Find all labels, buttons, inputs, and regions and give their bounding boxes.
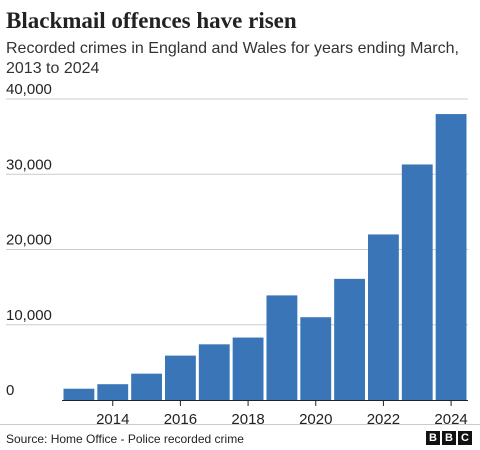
x-tick-label: 2018	[231, 411, 264, 424]
logo-letter: B	[426, 431, 440, 445]
y-tick-label: 0	[6, 382, 14, 399]
bbc-logo: B B C	[426, 431, 472, 445]
x-axis	[62, 400, 468, 406]
bar-2017	[198, 344, 230, 400]
y-tick-label: 10,000	[6, 307, 52, 324]
y-tick-label: 20,000	[6, 232, 52, 249]
bar-2022	[368, 234, 399, 400]
bar-2020	[300, 317, 332, 400]
bar-2014	[97, 384, 129, 400]
bars	[63, 114, 467, 401]
bar-2021	[334, 278, 365, 400]
y-tick-label: 30,000	[6, 156, 52, 173]
x-tick-label: 2014	[96, 411, 129, 424]
bar-2016	[165, 355, 196, 400]
logo-letter: C	[458, 431, 472, 445]
footer-divider	[0, 424, 480, 425]
bar-2013	[63, 388, 95, 400]
gridlines	[6, 98, 468, 326]
y-axis-labels: 0 10,000 20,000 30,000 40,000	[6, 81, 52, 399]
x-tick-label: 2022	[367, 411, 400, 424]
bar-2024	[435, 114, 467, 401]
chart-subtitle: Recorded crimes in England and Wales for…	[6, 40, 459, 77]
logo-letter: B	[442, 431, 456, 445]
x-tick-label: 2024	[434, 411, 467, 424]
bar-2023	[401, 164, 433, 400]
bar-2018	[232, 337, 264, 400]
x-tick-label: 2016	[164, 411, 197, 424]
y-tick-label: 40,000	[6, 81, 52, 98]
x-tick-label: 2020	[299, 411, 332, 424]
x-axis-labels: 2014 2016 2018 2020 2022 2024	[96, 411, 468, 424]
footer: Source: Home Office - Police recorded cr…	[0, 424, 480, 450]
source-note: Source: Home Office - Police recorded cr…	[6, 432, 244, 446]
bar-2019	[266, 295, 298, 400]
bar-2015	[131, 373, 162, 400]
chart-title: Blackmail offences have risen	[6, 8, 297, 33]
